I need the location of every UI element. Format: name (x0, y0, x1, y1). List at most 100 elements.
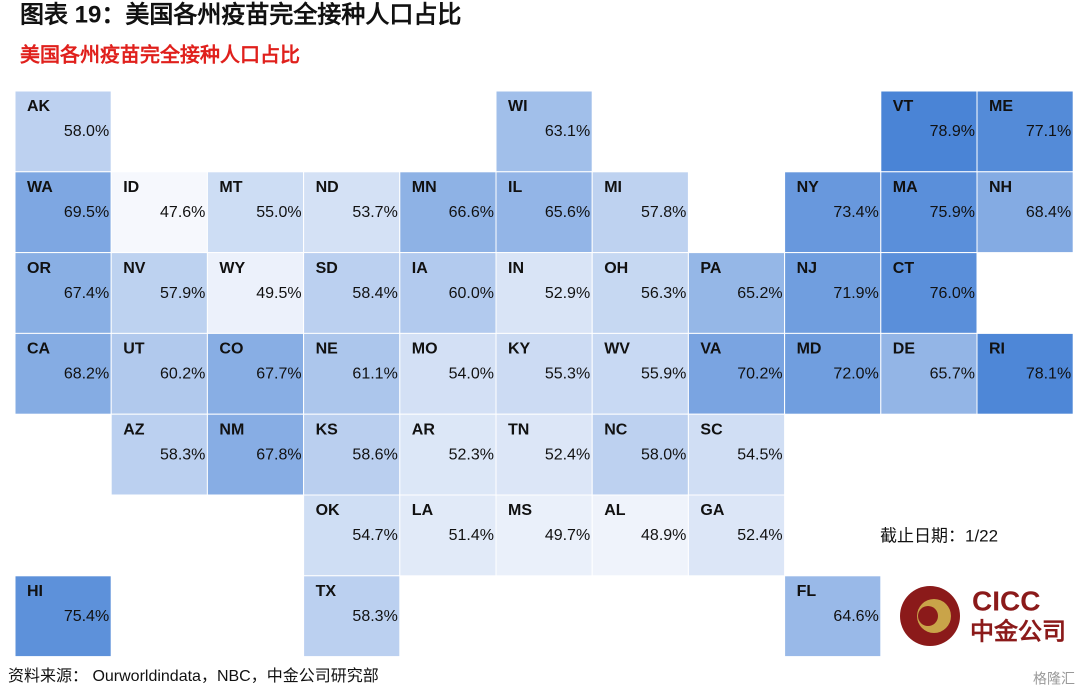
state-value: 65.6% (545, 204, 590, 221)
state-abbr: VA (700, 341, 721, 358)
state-tile (206, 332, 305, 415)
state-value: 78.9% (930, 123, 975, 140)
state-tile (784, 575, 882, 658)
state-abbr: SC (700, 421, 723, 438)
state-tile (206, 413, 305, 496)
state-value: 63.1% (545, 123, 590, 140)
state-abbr: IL (508, 179, 522, 196)
state-value: 72.0% (833, 366, 878, 383)
state-tile (303, 252, 401, 334)
state-abbr: UT (123, 341, 145, 358)
state-value: 64.6% (833, 608, 878, 625)
state-tile (880, 252, 978, 334)
state-tile (303, 171, 401, 254)
state-abbr: NE (316, 341, 339, 358)
state-tile (14, 575, 112, 658)
state-value: 75.4% (64, 608, 109, 625)
state-tile (303, 575, 401, 658)
state-abbr: NH (989, 179, 1012, 196)
state-tile (976, 332, 1074, 415)
state-value: 65.7% (930, 366, 975, 383)
state-tile (110, 252, 208, 334)
state-value: 53.7% (352, 204, 397, 221)
state-abbr: MI (604, 179, 622, 196)
state-abbr: AZ (123, 421, 145, 438)
state-abbr: MA (893, 179, 918, 196)
state-abbr: NY (797, 179, 820, 196)
state-abbr: OH (604, 260, 628, 277)
title: 图表 19：美国各州疫苗完全接种人口占比 (20, 0, 461, 28)
state-value: 52.3% (449, 446, 494, 463)
state-tile (880, 90, 978, 173)
state-abbr: KY (508, 341, 531, 358)
state-abbr: KS (316, 421, 339, 438)
state-value: 57.9% (160, 285, 205, 302)
state-tile (14, 332, 112, 415)
state-tile (14, 252, 112, 334)
state-abbr: WA (27, 179, 53, 196)
state-tile (687, 252, 786, 334)
state-tile (495, 494, 593, 577)
state-tile (399, 252, 497, 334)
state-abbr: CT (893, 260, 915, 277)
state-tile (110, 413, 208, 496)
state-abbr: MD (797, 341, 822, 358)
state-value: 71.9% (833, 285, 878, 302)
state-abbr: NV (123, 260, 146, 277)
state-tile (399, 413, 497, 496)
logo-brand: CICC (972, 585, 1040, 616)
state-value: 52.4% (737, 527, 782, 544)
logo-name: 中金公司 (970, 617, 1066, 645)
state-abbr: MO (412, 341, 438, 358)
state-value: 67.4% (64, 285, 109, 302)
state-value: 58.6% (352, 446, 397, 463)
state-tile (976, 90, 1074, 173)
state-value: 60.0% (449, 285, 494, 302)
state-tile (591, 494, 689, 577)
state-abbr: IA (412, 260, 428, 277)
state-abbr: WY (219, 260, 245, 277)
logo: CICC 中金公司 (900, 585, 1066, 646)
state-abbr: AR (412, 421, 436, 438)
state-value: 55.0% (256, 204, 301, 221)
state-value: 67.8% (256, 446, 301, 463)
state-tile (303, 413, 401, 496)
state-abbr: HI (27, 583, 43, 600)
state-abbr: WI (508, 98, 528, 115)
state-tile (591, 332, 689, 415)
state-value: 76.0% (930, 285, 975, 302)
state-tile (303, 494, 401, 577)
state-abbr: LA (412, 502, 434, 519)
state-value: 47.6% (160, 204, 205, 221)
state-tile (495, 90, 593, 173)
state-value: 58.0% (64, 123, 109, 140)
state-abbr: MT (219, 179, 242, 196)
state-value: 78.1% (1026, 366, 1071, 383)
state-value: 54.5% (737, 446, 782, 463)
state-value: 51.4% (449, 527, 494, 544)
source: 资料来源： Ourworldindata，NBC，中金公司研究部 (8, 667, 379, 685)
state-abbr: GA (700, 502, 724, 519)
note: 截止日期：1/22 (880, 526, 998, 545)
state-tile (495, 413, 593, 496)
state-value: 73.4% (833, 204, 878, 221)
state-value: 58.0% (641, 446, 686, 463)
state-value: 68.2% (64, 366, 109, 383)
state-tile (591, 171, 689, 254)
state-tile (206, 252, 305, 334)
state-value: 61.1% (352, 366, 397, 383)
state-abbr: ND (316, 179, 339, 196)
state-value: 49.7% (545, 527, 590, 544)
state-abbr: ME (989, 98, 1013, 115)
state-tile (591, 252, 689, 334)
state-abbr: FL (797, 583, 817, 600)
state-value: 60.2% (160, 366, 205, 383)
state-abbr: TN (508, 421, 529, 438)
state-value: 68.4% (1026, 204, 1071, 221)
state-abbr: OR (27, 260, 51, 277)
state-abbr: ID (123, 179, 139, 196)
state-value: 77.1% (1026, 123, 1071, 140)
state-abbr: NJ (797, 260, 817, 277)
state-value: 69.5% (64, 204, 109, 221)
state-value: 54.0% (449, 366, 494, 383)
